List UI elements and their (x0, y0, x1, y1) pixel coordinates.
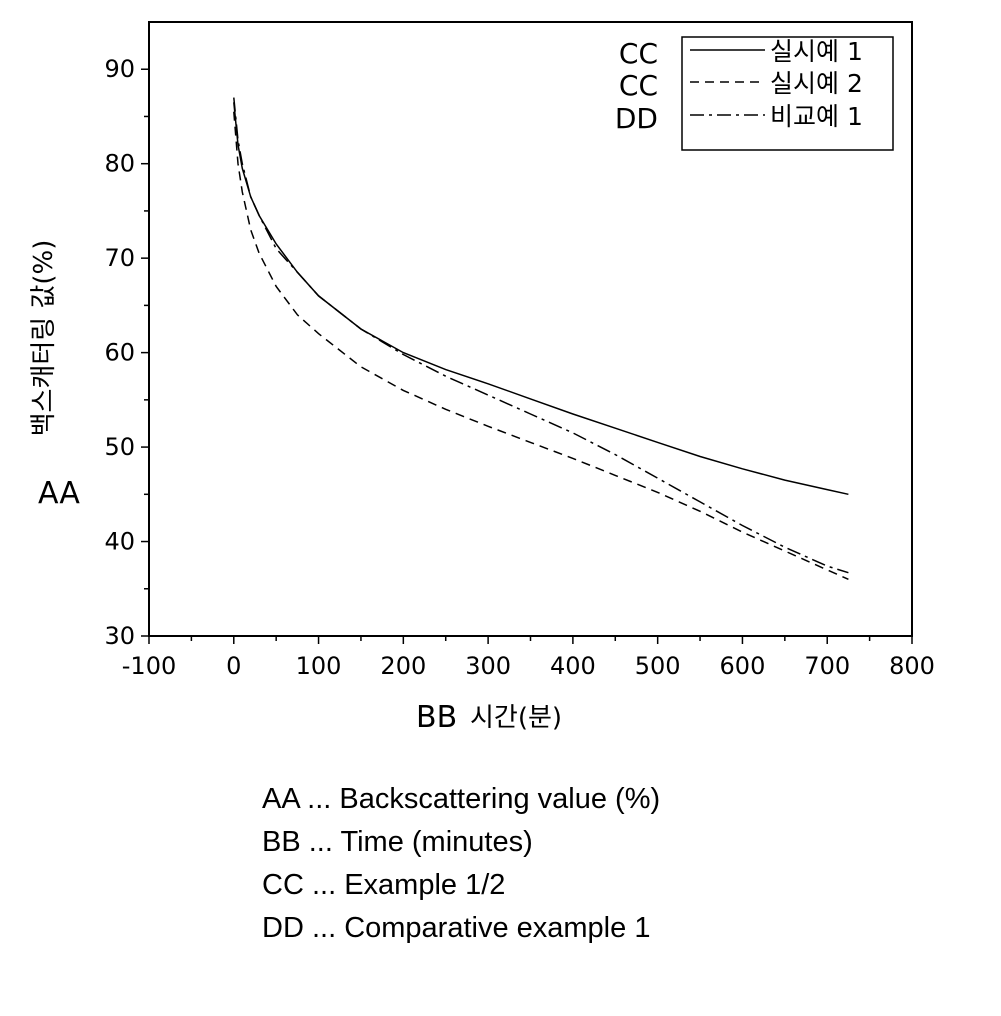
y-tick-label: 50 (104, 433, 135, 461)
legend-box (681, 36, 894, 151)
series-line-3 (233, 97, 849, 574)
y-tick-label: 40 (104, 528, 135, 556)
legend-entry-code: CC (619, 37, 658, 70)
series-line-1 (233, 102, 849, 496)
y-tick-label: 30 (104, 622, 135, 650)
key-line-bb: BB ... Time (minutes) (262, 821, 660, 864)
legend-entry-code: DD (615, 102, 658, 135)
x-axis-code: BB (416, 700, 457, 735)
x-tick-label: 100 (296, 652, 342, 680)
key-text: Time (minutes) (340, 826, 533, 858)
y-tick-label: 70 (104, 244, 135, 272)
x-tick-label: 200 (380, 652, 426, 680)
x-tick-label: 600 (720, 652, 766, 680)
key-text: Comparative example 1 (344, 912, 651, 944)
key-separator: ... (311, 912, 337, 944)
key-separator: ... (307, 783, 332, 815)
key-code: AA (262, 783, 300, 815)
key-line-dd: DD ... Comparative example 1 (262, 907, 660, 950)
y-tick-label: 80 (104, 150, 135, 178)
key-text: Backscattering value (%) (339, 783, 661, 815)
axis-ticks (141, 68, 913, 644)
key-code: BB (262, 826, 301, 858)
key-code: DD (262, 912, 304, 944)
x-tick-label: 500 (635, 652, 681, 680)
legend-key-translations: AA ... Backscattering value (%) BB ... T… (262, 778, 660, 950)
x-tick-label: 400 (550, 652, 596, 680)
x-tick-label: 0 (226, 652, 241, 680)
y-axis-label: 백스캐터링 값(%) (29, 240, 59, 437)
plot-frame (148, 21, 913, 637)
x-tick-label: 300 (465, 652, 511, 680)
legend-entry-label: 실시예 1 (770, 37, 863, 66)
key-separator: ... (311, 869, 337, 901)
key-separator: ... (308, 826, 333, 858)
x-tick-label: -100 (122, 652, 176, 680)
legend-entry-code: CC (619, 69, 658, 102)
key-line-cc: CC ... Example 1/2 (262, 864, 660, 907)
backscattering-chart: -100 0 100 200 300 400 500 600 700 800 30 40 50 60 70 8… (29, 21, 935, 735)
legend-entry-label: 실시예 2 (770, 69, 863, 98)
x-tick-label: 700 (804, 652, 850, 680)
key-line-aa: AA ... Backscattering value (%) (262, 778, 660, 821)
series-line-2 (233, 111, 849, 580)
x-axis-label: 시간(분) (470, 703, 562, 733)
legend-entry-label: 비교예 1 (770, 102, 863, 131)
x-tick-label: 800 (889, 652, 935, 680)
y-axis-code: AA (38, 476, 80, 511)
y-tick-label: 60 (104, 339, 135, 367)
y-tick-label: 90 (104, 55, 135, 83)
tick-labels: -100 0 100 200 300 400 500 600 700 800 30 40 50 60 70 8… (104, 55, 934, 680)
legend: 실시예 1 CC 실시예 2 CC 비교예 1 DD (615, 36, 894, 151)
key-code: CC (262, 869, 304, 901)
key-text: Example 1/2 (344, 869, 506, 901)
series-layer (233, 97, 849, 580)
